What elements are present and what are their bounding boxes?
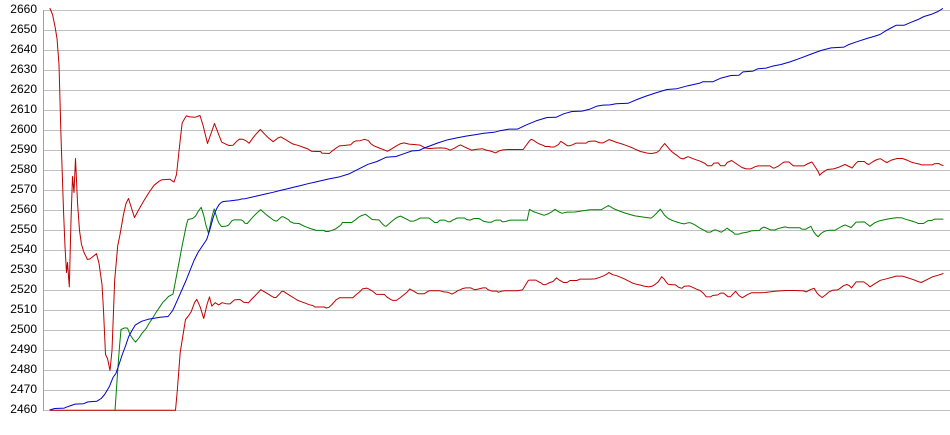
svg-text:2510: 2510 [10,302,37,316]
svg-text:2550: 2550 [10,222,37,236]
svg-text:2570: 2570 [10,182,37,196]
svg-text:2460: 2460 [10,402,37,416]
svg-text:2640: 2640 [10,42,37,56]
svg-text:2530: 2530 [10,262,37,276]
svg-text:2580: 2580 [10,162,37,176]
svg-text:2490: 2490 [10,342,37,356]
svg-text:2500: 2500 [10,322,37,336]
svg-text:2540: 2540 [10,242,37,256]
svg-text:2470: 2470 [10,382,37,396]
svg-text:2600: 2600 [10,122,37,136]
svg-text:2660: 2660 [10,2,37,16]
svg-text:2480: 2480 [10,362,37,376]
svg-text:2610: 2610 [10,102,37,116]
svg-text:2630: 2630 [10,62,37,76]
svg-text:2590: 2590 [10,142,37,156]
svg-text:2620: 2620 [10,82,37,96]
svg-text:2520: 2520 [10,282,37,296]
svg-text:2560: 2560 [10,202,37,216]
svg-text:2650: 2650 [10,22,37,36]
